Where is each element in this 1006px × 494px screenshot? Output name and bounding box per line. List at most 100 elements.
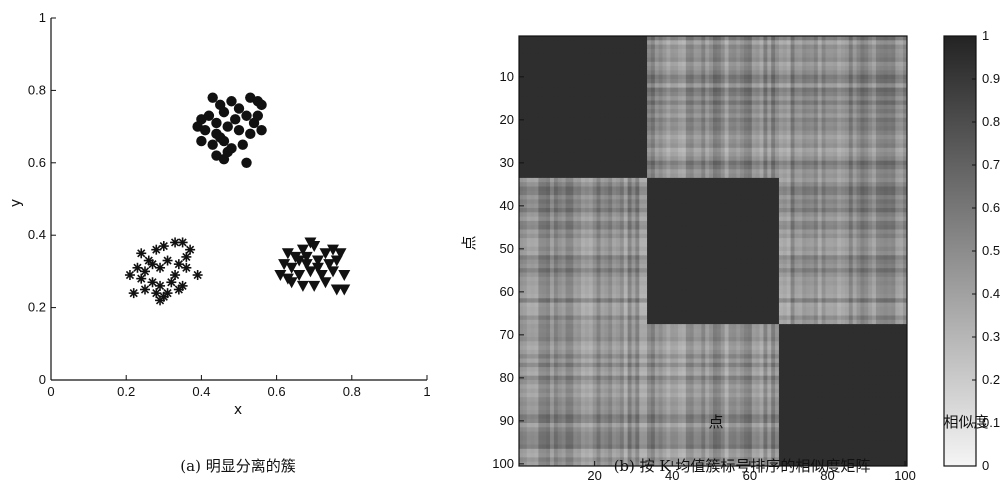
heatmap-cell (883, 70, 888, 76)
heatmap-cell (557, 238, 563, 243)
scatter-point-asterisk (151, 288, 162, 299)
heatmap-cell (623, 70, 629, 76)
heatmap-cell (716, 61, 722, 67)
heatmap-cell (775, 36, 780, 41)
heatmap-cell (782, 199, 788, 205)
heatmap-cell (755, 195, 760, 200)
heatmap-cell (771, 212, 776, 217)
heatmap-cell (837, 36, 842, 41)
heatmap-cell (681, 130, 687, 136)
heatmap-cell (740, 79, 745, 84)
heatmap-cell (697, 117, 702, 123)
heatmap-cell (841, 61, 846, 67)
heatmap-cell (763, 66, 768, 71)
heatmap-cell (782, 173, 788, 179)
heatmap-cell (701, 113, 706, 119)
heatmap-cell (817, 74, 823, 80)
heatmap-cell (612, 61, 617, 67)
heatmap-cell (561, 186, 566, 192)
heatmap-cell (771, 173, 776, 179)
heatmap-cell (650, 208, 656, 213)
heatmap-cell (670, 104, 675, 110)
heatmap-cell (891, 156, 896, 162)
heatmap-cell (600, 53, 605, 58)
heatmap-cell (798, 177, 803, 183)
heatmap-cell (751, 220, 757, 226)
heatmap-cell (538, 156, 543, 162)
heatmap-cell (744, 147, 749, 153)
heatmap-cell (565, 79, 570, 84)
heatmap-cell (600, 190, 605, 196)
heatmap-cell (616, 160, 621, 166)
heatmap-cell (550, 122, 555, 127)
heatmap-cell (631, 238, 636, 243)
scatter-point-asterisk (140, 266, 150, 277)
heatmap-cell (724, 229, 729, 235)
heatmap-cell (631, 70, 636, 76)
heatmap-cell (837, 216, 842, 222)
heatmap-cell (709, 186, 714, 192)
heatmap-cell (658, 152, 663, 157)
heatmap-cell (864, 70, 869, 76)
heatmap-cell (713, 225, 718, 230)
heatmap-cell (767, 208, 772, 213)
heatmap-cell (848, 117, 854, 123)
heatmap-cell (778, 74, 784, 80)
heatmap-cell (833, 48, 838, 54)
heatmap-cell (802, 216, 807, 222)
heatmap-cell (751, 122, 757, 127)
heatmap-cell (701, 147, 706, 153)
heatmap-cell (561, 203, 566, 209)
heatmap-cell (538, 186, 543, 192)
heatmap-cell (689, 117, 694, 123)
heatmap-cell (685, 57, 691, 63)
heatmap-cell (817, 113, 823, 119)
heatmap-cell (670, 199, 675, 205)
heatmap-cell (724, 57, 729, 63)
heatmap-cell (639, 143, 644, 149)
heatmap-cell (709, 87, 714, 93)
heatmap-cell (581, 87, 586, 93)
heatmap-cell (782, 66, 788, 71)
heatmap-cell (736, 169, 741, 174)
heatmap-cell (825, 66, 830, 71)
heatmap-cell (565, 177, 570, 183)
heatmap-cell (709, 165, 714, 170)
heatmap-cell (550, 147, 555, 153)
heatmap-cell (705, 186, 710, 192)
heatmap-cell (786, 160, 791, 166)
heatmap-cell (689, 208, 694, 213)
heatmap-cell (623, 48, 629, 54)
heatmap-cell (546, 53, 551, 58)
heatmap-cell (608, 70, 613, 76)
heatmap-cell (763, 61, 768, 67)
heatmap-cell (810, 83, 815, 88)
heatmap-cell (619, 160, 625, 166)
heatmap-cell (526, 109, 532, 114)
heatmap-cell (627, 104, 632, 110)
heatmap-cell (565, 139, 570, 144)
heatmap-cell (759, 48, 764, 54)
heatmap-cell (813, 130, 819, 136)
heatmap-cell (879, 104, 885, 110)
heatmap-cell (821, 165, 826, 170)
heatmap-cell (825, 74, 830, 80)
heatmap-cell (577, 195, 582, 200)
heatmap-cell (689, 66, 694, 71)
heatmap-cell (519, 208, 524, 213)
heatmap-cell (872, 83, 877, 88)
heatmap-cell (565, 190, 570, 196)
heatmap-cell (685, 233, 691, 239)
heatmap-cell (550, 48, 555, 54)
heatmap-cell (899, 122, 904, 127)
heatmap-cell (604, 83, 609, 88)
heatmap-cell (802, 113, 807, 119)
heatmap-cell (557, 225, 563, 230)
heatmap-cell (732, 169, 737, 174)
heatmap-cell (825, 169, 830, 174)
heatmap-cell (817, 147, 823, 153)
heatmap-cell (903, 66, 908, 71)
heatmap-cell (693, 156, 698, 162)
heatmap-cell (786, 190, 791, 196)
heatmap-cell (856, 79, 861, 84)
